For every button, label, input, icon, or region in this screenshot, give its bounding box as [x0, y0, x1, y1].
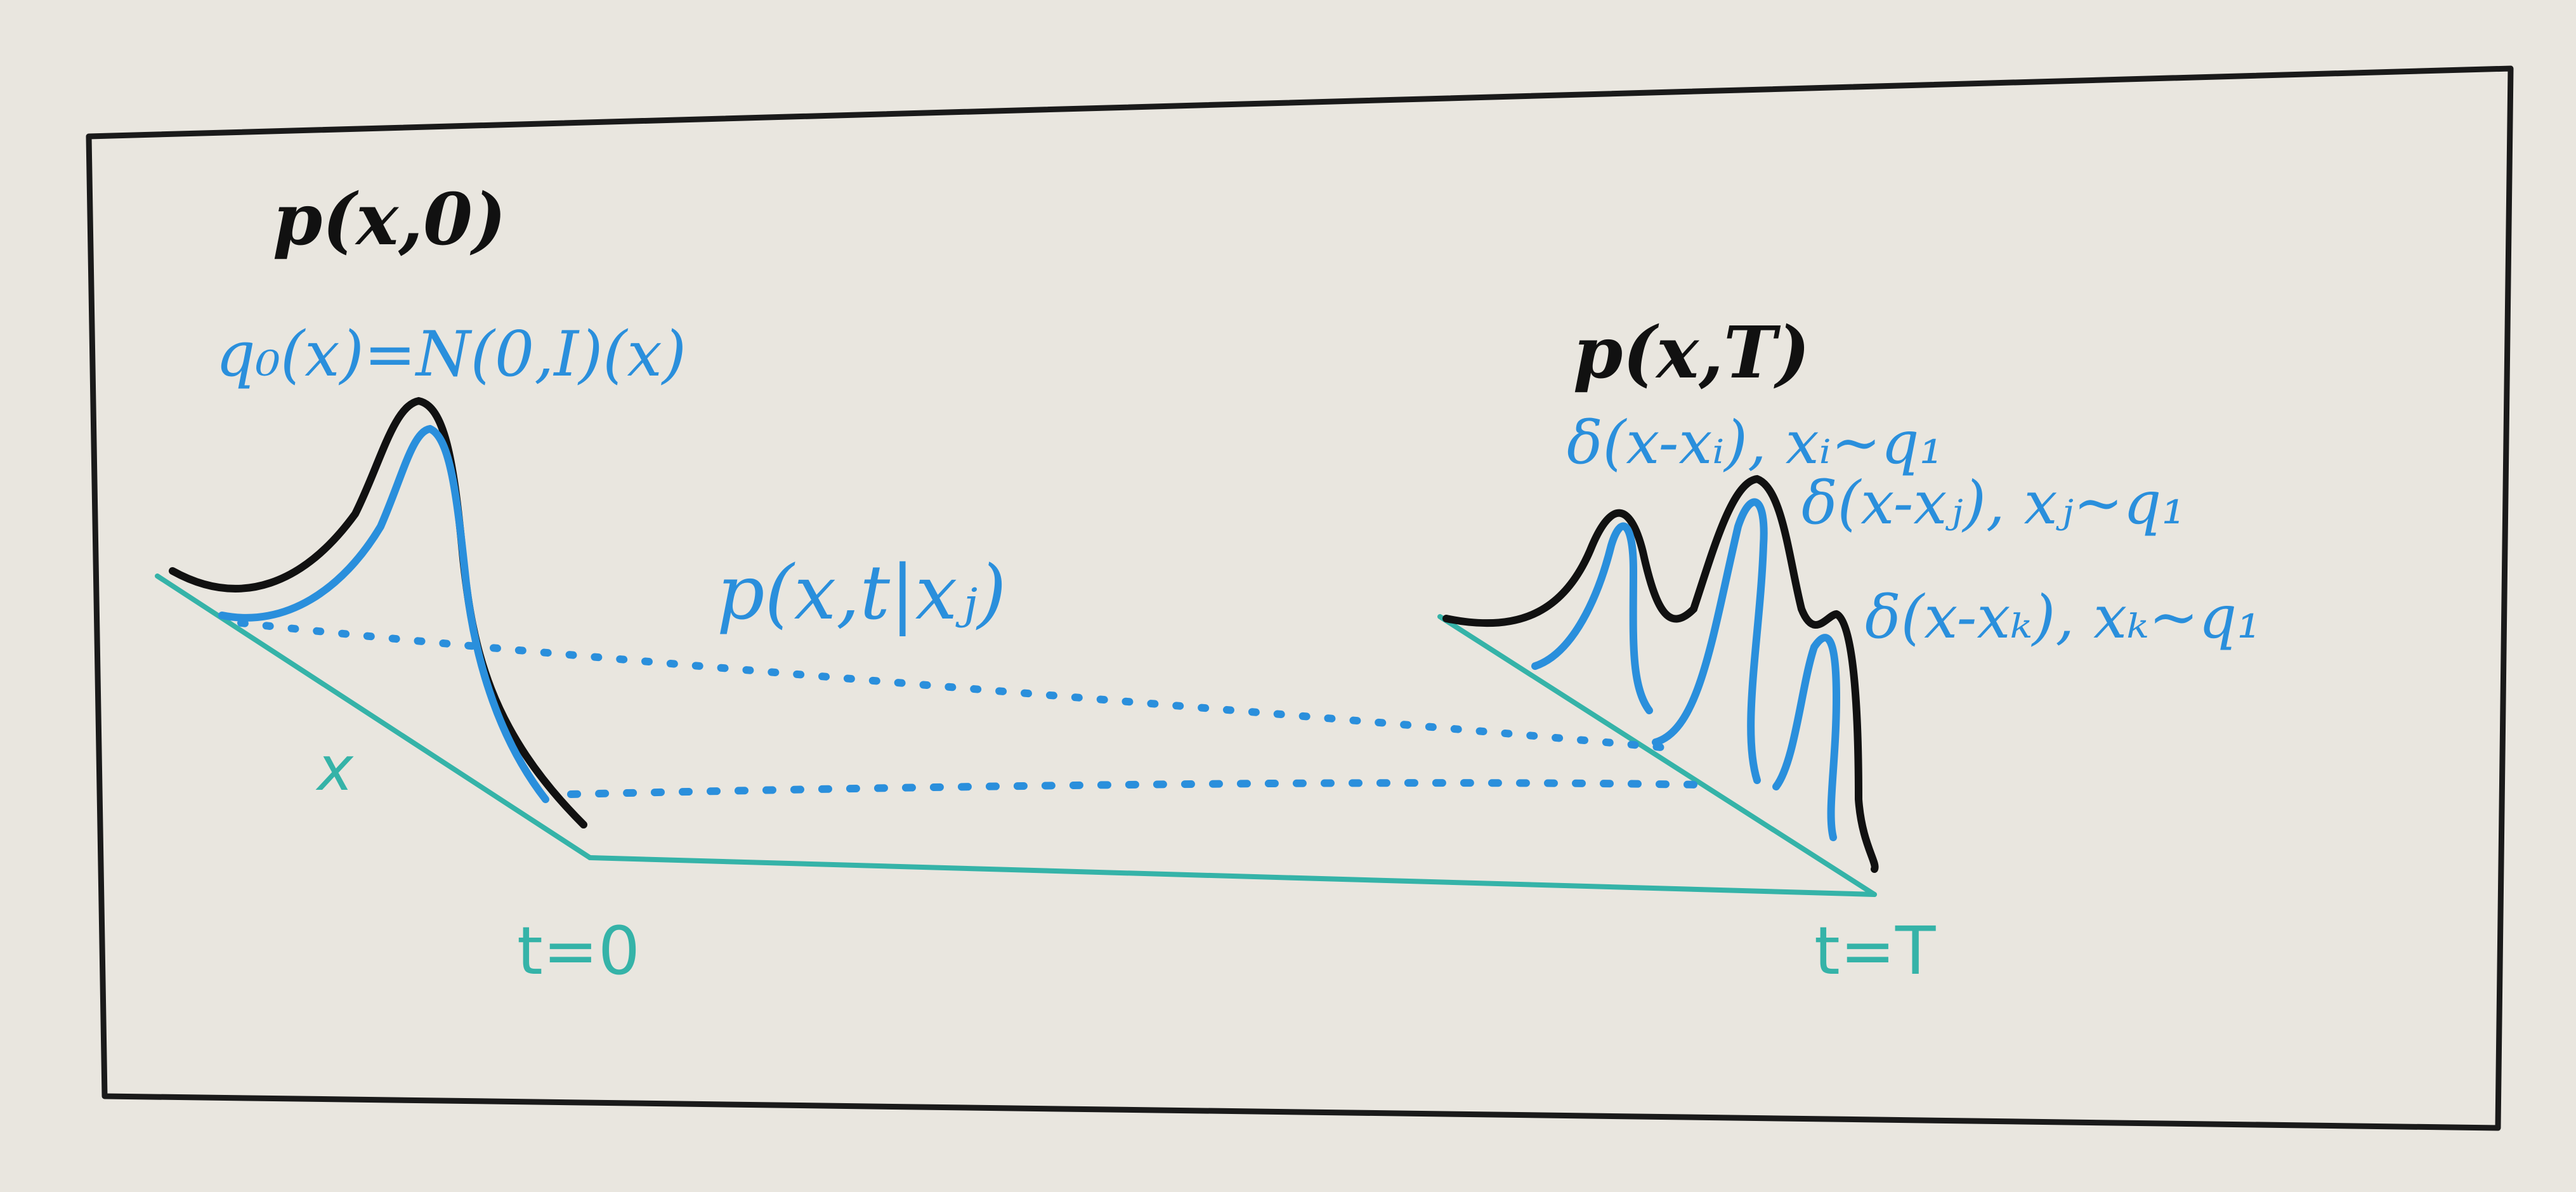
left-x-axis [155, 573, 592, 860]
frame-border [86, 65, 2514, 1131]
time-zero-label: t=0 [517, 912, 640, 990]
left-gaussian-blue [218, 424, 549, 803]
right-title: p(x,T) [1573, 311, 1810, 395]
upper-trajectory [237, 619, 1678, 752]
delta-label-i: δ(x-xᵢ), xᵢ~q₁ [1567, 409, 1943, 478]
delta-peak-k [1772, 634, 1841, 841]
left-title: p(x,0) [273, 178, 506, 261]
time-axis [587, 855, 1877, 897]
delta-label-j: δ(x-xⱼ), xⱼ~q₁ [1801, 469, 2185, 538]
conditional-path-label: p(x,t|xⱼ) [717, 549, 1007, 636]
left-axis-label: x [315, 733, 354, 804]
time-T-label: t=T [1814, 912, 1936, 990]
right-delta-peaks [1531, 498, 1841, 841]
prior-formula: q₀(x)=N(0,I)(x) [216, 318, 686, 391]
lower-trajectory [567, 779, 1704, 798]
delta-label-k: δ(x-xₖ), xₖ~q₁ [1865, 583, 2261, 652]
right-mixture-black [1442, 475, 1879, 873]
trajectory-lines [237, 619, 1704, 798]
delta-peak-j [1652, 498, 1768, 784]
right-x-axis [1437, 614, 1877, 897]
teal-plane [155, 573, 1877, 897]
delta-peak-i [1531, 522, 1653, 714]
